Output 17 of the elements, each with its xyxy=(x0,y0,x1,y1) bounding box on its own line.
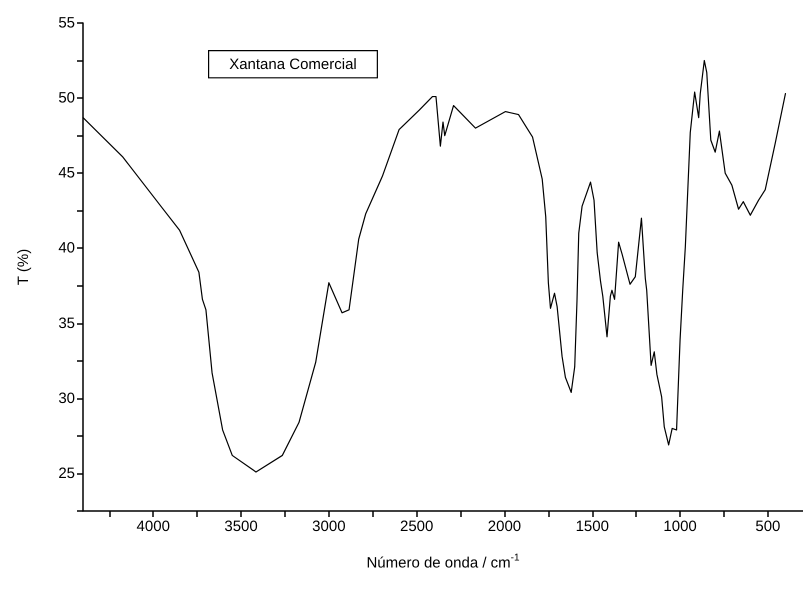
x-tick-label: 1000 xyxy=(663,518,697,535)
x-tick-label: 2000 xyxy=(488,518,522,535)
y-tick-label: 45 xyxy=(58,164,75,182)
y-tick-label: 40 xyxy=(58,240,75,257)
x-tick-label: 1500 xyxy=(576,518,609,535)
y-axis-title: T (%) xyxy=(15,248,32,286)
y-tick-label: 50 xyxy=(58,90,75,107)
y-tick-label: 30 xyxy=(58,390,75,407)
x-tick-label: 2500 xyxy=(400,518,434,535)
x-tick-label: 500 xyxy=(755,518,780,535)
y-tick-label: 35 xyxy=(58,314,75,332)
x-tick-label: 4000 xyxy=(136,518,170,535)
y-tick-label: 55 xyxy=(58,14,75,32)
x-tick-label: 3000 xyxy=(312,518,346,535)
y-tick-label: 25 xyxy=(58,464,75,482)
annotation: Xantana Comercial xyxy=(229,56,357,74)
x-tick-label: 3500 xyxy=(224,518,258,535)
